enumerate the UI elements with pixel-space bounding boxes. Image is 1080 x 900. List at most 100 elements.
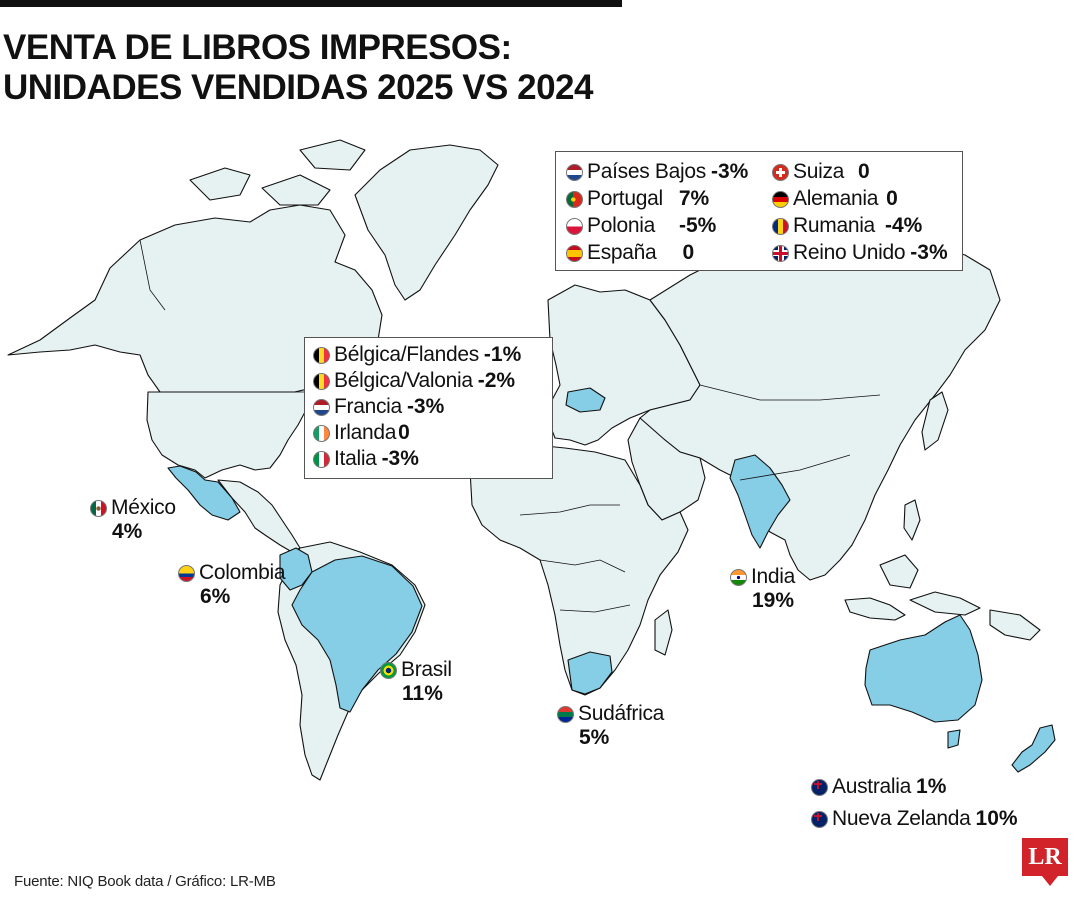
- chart-title: VENTA DE LIBROS IMPRESOS: UNIDADES VENDI…: [3, 28, 593, 108]
- italy-flag-icon: [313, 450, 330, 468]
- ireland-flag-icon: [313, 424, 330, 442]
- legend-item-name: Italia: [334, 447, 377, 470]
- title-line-2: UNIDADES VENDIDAS 2025 VS 2024: [3, 68, 593, 107]
- legend-item-name: Reino Unido: [793, 241, 906, 264]
- india-flag-icon: [730, 568, 747, 586]
- source-note: Fuente: NIQ Book data / Gráfico: LR-MB: [14, 873, 276, 890]
- legend-item-name: Bélgica/Flandes: [334, 343, 479, 366]
- colombia-shape: [279, 547, 313, 591]
- mexico-flag-icon: [90, 499, 107, 517]
- legend-item-name: Países Bajos: [587, 160, 706, 183]
- arctic-islands: [299, 139, 366, 171]
- legend-item-value: -2%: [477, 369, 516, 392]
- arctic-islands: [261, 174, 331, 206]
- legend-item-belgium-flanders: Bélgica/Flandes -1%: [313, 342, 521, 368]
- label-mexico: México 4%: [90, 495, 176, 543]
- legend-item-uk: Reino Unido -3%: [772, 240, 948, 266]
- label-india: India 19%: [730, 564, 795, 612]
- philippines-land: [903, 499, 921, 541]
- greenland-land: [354, 144, 499, 301]
- africa-land: [469, 444, 689, 696]
- country-value: 4%: [112, 520, 143, 543]
- country-name: Colombia: [199, 561, 286, 584]
- poland-flag-icon: [566, 217, 583, 235]
- label-sudafrica: Sudáfrica 5%: [557, 701, 664, 749]
- belgium-flag-icon: [313, 346, 330, 364]
- belgium-flag-icon: [313, 372, 330, 390]
- country-value: 6%: [200, 585, 231, 608]
- australia-flag-icon: [811, 778, 828, 796]
- portugal-flag-icon: [566, 190, 583, 208]
- legend-item-value: -5%: [678, 214, 717, 237]
- country-name: Sudáfrica: [578, 702, 665, 725]
- legend-item-value: 0: [682, 241, 695, 264]
- new-guinea-land: [989, 609, 1041, 641]
- legend-item-value: 0: [886, 187, 898, 210]
- brazil-flag-icon: [380, 661, 397, 679]
- legend-item-poland: Polonia -5%: [566, 213, 716, 239]
- uk-flag-icon: [772, 244, 789, 262]
- country-borders: [519, 504, 631, 613]
- legend-item-value: -3%: [910, 241, 948, 264]
- legend-item-ireland: Irlanda 0: [313, 420, 410, 446]
- mexico-shape: [167, 465, 241, 521]
- legend-item-germany: Alemania 0: [772, 186, 898, 212]
- legend-item-value: -1%: [483, 343, 522, 366]
- country-name: Nueva Zelanda: [832, 807, 971, 830]
- legend-item-spain: España 0: [566, 240, 694, 266]
- australia-shape: [864, 614, 983, 723]
- legend-europe-west: Bélgica/Flandes -1% Bélgica/Valonia -2% …: [304, 337, 553, 479]
- country-name: India: [751, 565, 796, 588]
- india-shape: [729, 454, 791, 549]
- legend-item-value: -3%: [381, 447, 419, 470]
- japan-land: [921, 391, 949, 451]
- colombia-flag-icon: [178, 564, 195, 582]
- tasmania-shape: [947, 729, 961, 749]
- legend-item-netherlands: Países Bajos -3%: [566, 159, 748, 185]
- legend-item-value: -3%: [406, 395, 445, 418]
- legend-item-name: Francia: [334, 395, 402, 418]
- spain-flag-icon: [566, 244, 583, 262]
- legend-item-italy: Italia -3%: [313, 446, 419, 472]
- arctic-islands: [189, 167, 251, 201]
- legend-item-name: Irlanda: [334, 421, 397, 444]
- madagascar-land: [654, 609, 673, 656]
- legend-item-belgium-wallonia: Bélgica/Valonia -2%: [313, 368, 515, 394]
- legend-item-name: Portugal: [587, 187, 663, 210]
- legend-europe-north: Países Bajos -3% Portugal 7% Polonia -5%…: [555, 151, 963, 271]
- legend-item-value: -4%: [884, 214, 923, 237]
- country-borders: [139, 239, 166, 311]
- legend-item-name: Suiza: [793, 160, 845, 183]
- legend-item-value: -3%: [710, 160, 749, 183]
- legend-item-value: 0: [858, 160, 870, 183]
- poland-shape: [565, 387, 606, 413]
- title-line-1: VENTA DE LIBROS IMPRESOS:: [3, 28, 512, 67]
- country-value: 1%: [916, 775, 947, 798]
- country-value: 19%: [752, 589, 795, 612]
- label-brasil: Brasil 11%: [380, 657, 452, 705]
- legend-item-name: Polonia: [587, 214, 655, 237]
- country-name: Australia: [832, 775, 912, 798]
- country-name: Brasil: [401, 658, 452, 681]
- new-zealand-shape: [1011, 724, 1056, 773]
- lr-logo: LR: [1022, 838, 1068, 876]
- france-flag-icon: [313, 398, 330, 416]
- legend-item-romania: Rumania -4%: [772, 213, 922, 239]
- legend-item-name: Bélgica/Valonia: [334, 369, 473, 392]
- country-value: 11%: [402, 682, 443, 705]
- legend-item-name: Rumania: [793, 214, 875, 237]
- legend-item-name: España: [587, 241, 657, 264]
- legend-item-value: 0: [398, 421, 410, 444]
- country-value: 5%: [579, 726, 610, 749]
- lr-logo-tail: [1042, 876, 1058, 886]
- country-name: México: [111, 496, 176, 519]
- legend-item-portugal: Portugal 7%: [566, 186, 709, 212]
- new-zealand-flag-icon: [811, 810, 828, 828]
- netherlands-flag-icon: [566, 163, 583, 181]
- legend-item-switzerland: Suiza 0: [772, 159, 870, 185]
- romania-flag-icon: [772, 217, 789, 235]
- label-australia: Australia 1%: [811, 774, 946, 800]
- label-nueva-zelanda: Nueva Zelanda 10%: [811, 806, 1018, 832]
- borneo-land: [879, 554, 919, 589]
- legend-item-value: 7%: [678, 187, 710, 210]
